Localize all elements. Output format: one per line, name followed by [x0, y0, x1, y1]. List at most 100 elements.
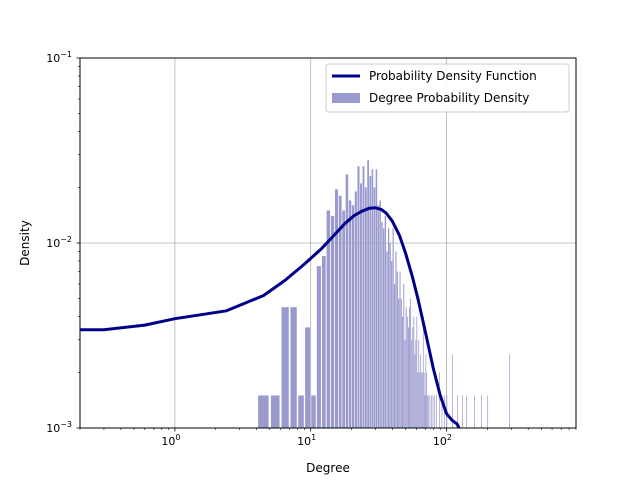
histogram-bar [414, 354, 416, 428]
histogram-bar [351, 205, 355, 428]
histogram-bar [411, 339, 413, 428]
histogram-bar [427, 395, 429, 428]
histogram-bar [461, 395, 463, 428]
histogram-bar [383, 228, 385, 428]
legend-patch-swatch [332, 93, 360, 103]
histogram-bar [431, 395, 432, 428]
histogram-bar [422, 316, 424, 428]
histogram-bar [298, 395, 304, 428]
pdf-line [80, 206, 461, 428]
histogram-bar [386, 251, 388, 428]
histogram-bar [426, 372, 428, 428]
x-tick-label: 100 [161, 433, 180, 448]
histogram-bar [270, 395, 280, 428]
x-axis: 100 101 102 [79, 428, 577, 448]
histogram-bar [392, 228, 394, 428]
histogram-bar [364, 187, 367, 428]
histogram-bar [326, 210, 331, 428]
histogram-bar [367, 160, 370, 428]
histogram-bar [391, 260, 393, 428]
histogram-bar [420, 354, 421, 428]
histogram-bar [418, 339, 420, 428]
histogram-bar [434, 395, 435, 428]
histogram-bars [258, 160, 510, 428]
y-tick-label: 10−1 [46, 50, 72, 65]
histogram-bar [406, 316, 408, 428]
histogram-bar [384, 215, 387, 428]
histogram-bar [423, 372, 425, 428]
histogram-bar [412, 327, 414, 428]
histogram-bar [290, 307, 297, 428]
histogram-bar [509, 354, 510, 428]
histogram-bar [342, 210, 346, 428]
histogram-bar [360, 183, 363, 428]
y-axis: 10−3 10−2 10−1 [46, 50, 80, 435]
histogram-bar [487, 395, 489, 428]
histogram-bar [387, 228, 390, 428]
histogram-bar [452, 354, 453, 428]
histogram-bar [348, 200, 352, 428]
histogram-bar [419, 372, 421, 428]
histogram-bar [399, 271, 401, 428]
histogram-bar [345, 174, 349, 428]
histogram-bar [415, 339, 417, 428]
legend-label: Degree Probability Density [369, 91, 529, 105]
histogram-bar [354, 191, 357, 428]
histogram-bar [371, 169, 374, 428]
histogram-bar [400, 298, 402, 428]
legend-box [325, 63, 570, 113]
pdf-curve [80, 206, 461, 428]
histogram-bar [425, 354, 427, 428]
histogram-bar [413, 316, 415, 428]
y-tick-label: 10−2 [46, 235, 72, 250]
histogram-bar [377, 205, 380, 428]
histogram-bar [436, 395, 437, 428]
histogram-bar [379, 200, 381, 428]
histogram-bar [402, 316, 404, 428]
histogram-bar [474, 395, 475, 428]
histogram-bar [258, 395, 269, 428]
histogram-bar [398, 298, 400, 428]
histogram-bar [421, 372, 422, 428]
histogram-bar [362, 166, 365, 428]
histogram-bar [395, 251, 397, 428]
histogram-bar [416, 316, 418, 428]
histogram-bar [338, 195, 342, 428]
histogram-bar [373, 187, 376, 428]
histogram-bar [305, 327, 311, 428]
x-tick-label: 101 [297, 433, 316, 448]
histogram-bar [389, 243, 391, 428]
histogram-bar [424, 395, 426, 428]
histogram-bar [466, 395, 468, 428]
legend-label: Probability Density Function [369, 69, 537, 83]
x-tick-label: 102 [433, 433, 452, 448]
histogram-bar [427, 395, 428, 428]
histogram-bar [407, 327, 409, 428]
histogram-bar [375, 169, 378, 428]
histogram-bar [457, 395, 458, 428]
histogram-bar [321, 256, 326, 428]
histogram-bar [410, 298, 412, 428]
y-tick-label: 10−3 [46, 420, 72, 435]
histogram-bar [422, 372, 423, 428]
histogram-bar [441, 395, 443, 428]
histogram-bar [311, 395, 316, 428]
histogram-bar [281, 307, 289, 428]
legend: Probability Density Function Degree Proba… [325, 63, 570, 113]
histogram-bar [417, 372, 419, 428]
histogram-bar [405, 307, 407, 428]
histogram-bar [396, 271, 398, 428]
histogram-bar [409, 307, 410, 428]
histogram-bar [429, 395, 431, 428]
x-axis-label: Degree [306, 461, 350, 475]
histogram-bar [334, 189, 339, 428]
histogram-bar [403, 284, 405, 428]
y-axis-label: Density [18, 220, 32, 266]
histogram-bar [381, 221, 383, 428]
histogram-bar [369, 176, 372, 428]
histogram-bar [316, 266, 321, 428]
histogram-bar [481, 395, 482, 428]
histogram-bar [330, 215, 335, 428]
histogram-bar [394, 284, 396, 428]
